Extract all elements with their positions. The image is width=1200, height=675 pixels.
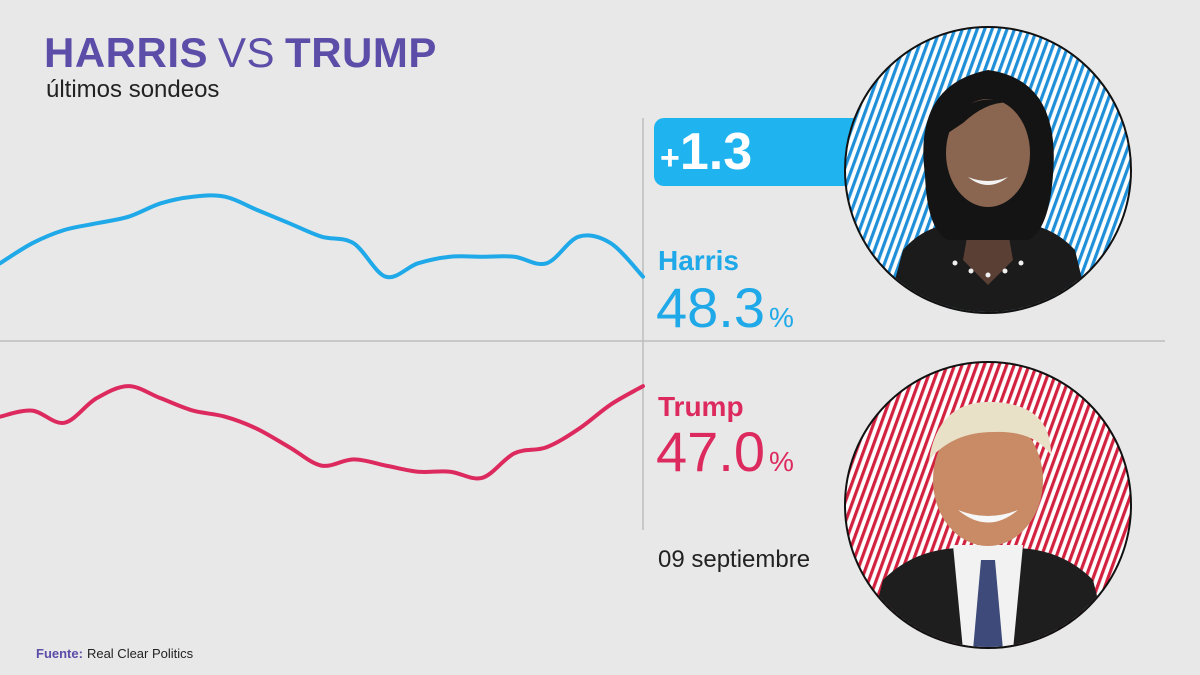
trump-name: Trump (658, 391, 744, 422)
page-title: HARRIS VS TRUMP (44, 32, 437, 74)
title-vs: VS (218, 29, 276, 76)
harris-percentage: 48.3% (656, 280, 794, 336)
harris-portrait-icon (844, 26, 1132, 314)
trump-value: 47.0 (656, 420, 765, 483)
source-name: Real Clear Politics (86, 646, 194, 661)
page-subtitle: últimos sondeos (46, 76, 220, 103)
difference-sign: + (660, 139, 680, 177)
title-harris: HARRIS (44, 29, 209, 76)
source-note: Fuente: Real Clear Politics (36, 646, 193, 661)
trump-portrait-icon (844, 361, 1132, 649)
title-trump: TRUMP (285, 29, 437, 76)
series-layer (0, 193, 645, 481)
trump-unit: % (769, 446, 794, 477)
series-line-harris (0, 193, 645, 280)
date-label: 09 septiembre (658, 546, 811, 573)
difference-badge: +1.3 (654, 118, 854, 186)
source-label: Fuente: (36, 646, 83, 661)
harris-name: Harris (658, 245, 739, 276)
harris-value: 48.3 (656, 276, 765, 339)
trump-percentage: 47.0% (656, 424, 794, 480)
difference-value: 1.3 (679, 123, 753, 181)
series-line-trump (0, 384, 645, 481)
harris-unit: % (769, 302, 794, 333)
